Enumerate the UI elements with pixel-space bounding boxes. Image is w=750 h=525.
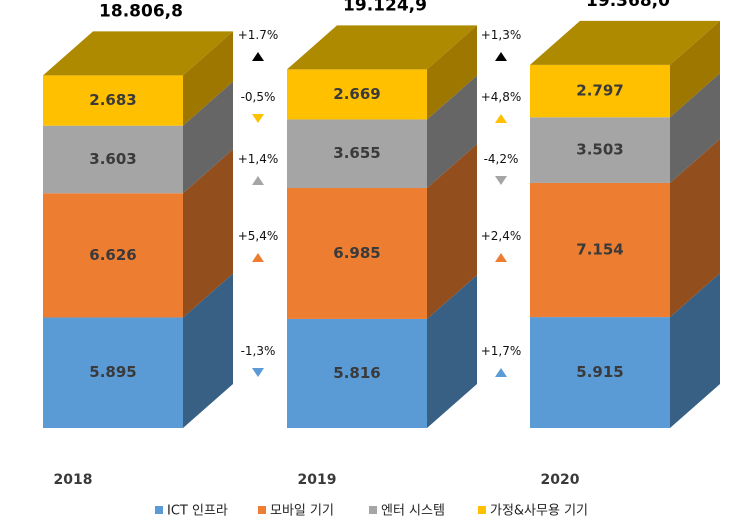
bar-2018-모바일-기기 [43, 193, 183, 318]
bar-top-face-2019 [287, 25, 477, 70]
value-label-2020-ict-인프라: 5.915 [576, 363, 623, 381]
total-label-2020: 19.368,0 [586, 0, 670, 11]
change-2-모바일-기기-up-triangle-icon [495, 253, 507, 262]
year-label-2019: 2019 [298, 472, 337, 488]
bar-2020-엔터-시스템 [530, 117, 670, 183]
bar-2018-ict-인프라-side [183, 273, 233, 428]
change-2-ict-인프라-up-triangle-icon [495, 368, 507, 377]
legend-label-ict-인프라: ICT 인프라 [167, 504, 228, 519]
bar-2020-ict-인프라 [530, 317, 670, 428]
year-label-2018: 2018 [54, 472, 93, 488]
bar-2020-ict-인프라-side [670, 273, 720, 428]
bar-2018-엔터-시스템 [43, 125, 183, 194]
change-1-모바일-기기-label: +5,4% [238, 229, 279, 243]
change-1-ict-인프라-label: -1,3% [241, 344, 276, 358]
value-label-2019-ict-인프라: 5.816 [333, 364, 380, 382]
change-2-모바일-기기-label: +2,4% [481, 229, 522, 243]
change-1-가정-사무용-기기-down-triangle-icon [252, 114, 264, 123]
change-1-엔터-시스템-up-triangle-icon [252, 176, 264, 185]
change-1-가정-사무용-기기-label: -0,5% [241, 90, 276, 104]
bar-2019-가정-사무용-기기 [287, 69, 427, 120]
legend-label-모바일-기기: 모바일 기기 [270, 504, 334, 519]
bar-2019-ict-인프라 [287, 318, 427, 428]
bar-2019-모바일-기기 [287, 187, 427, 319]
change-1-엔터-시스템-label: +1,4% [238, 152, 279, 166]
bar-2019-가정-사무용-기기-side [427, 25, 477, 120]
legend-swatch-ict-인프라 [155, 506, 163, 514]
legend-swatch-가정-사무용-기기 [478, 506, 486, 514]
total-change-1-up-triangle-icon [252, 52, 264, 61]
bar-2019-ict-인프라-side [427, 274, 477, 428]
total-change-2-up-triangle-icon [495, 52, 507, 61]
bar-2019-엔터-시스템 [287, 119, 427, 188]
value-label-2020-가정-사무용-기기: 2.797 [576, 82, 623, 100]
change-2-ict-인프라-label: +1,7% [481, 344, 522, 358]
value-label-2020-모바일-기기: 7.154 [576, 241, 623, 259]
bar-2020-모바일-기기-side [670, 138, 720, 318]
total-label-2019: 19.124,9 [343, 0, 427, 15]
change-2-가정-사무용-기기-up-triangle-icon [495, 114, 507, 123]
value-label-2020-엔터-시스템: 3.503 [576, 141, 623, 159]
value-label-2018-모바일-기기: 6.626 [89, 246, 136, 264]
value-label-2018-엔터-시스템: 3.603 [89, 150, 136, 168]
bar-2018-엔터-시스템-side [183, 81, 233, 194]
bar-2018-ict-인프라 [43, 317, 183, 428]
bar-2020-모바일-기기 [530, 182, 670, 318]
bar-2020-엔터-시스템-side [670, 73, 720, 183]
value-label-2019-모바일-기기: 6.985 [333, 244, 380, 262]
total-label-2018: 18.806,8 [99, 1, 183, 21]
change-1-ict-인프라-down-triangle-icon [252, 368, 264, 377]
bar-2018-모바일-기기-side [183, 149, 233, 318]
change-2-엔터-시스템-down-triangle-icon [495, 176, 507, 185]
bar-2020-가정-사무용-기기 [530, 64, 670, 118]
bar-2019-모바일-기기-side [427, 143, 477, 319]
legend-label-가정-사무용-기기: 가정&사무용 기기 [490, 504, 588, 519]
value-label-2018-가정-사무용-기기: 2.683 [89, 91, 136, 109]
bar-2018-가정-사무용-기기-side [183, 31, 233, 126]
value-label-2018-ict-인프라: 5.895 [89, 363, 136, 381]
legend-swatch-모바일-기기 [258, 506, 266, 514]
bar-2018-가정-사무용-기기 [43, 75, 183, 126]
legend-label-엔터-시스템: 엔터 시스템 [381, 504, 445, 519]
bar-2019-엔터-시스템-side [427, 75, 477, 188]
value-label-2019-엔터-시스템: 3.655 [333, 144, 380, 162]
bar-2020-가정-사무용-기기-side [670, 20, 720, 118]
bar-top-face-2018 [43, 31, 233, 76]
bar-top-face-2020 [530, 20, 720, 65]
change-2-엔터-시스템-label: -4,2% [484, 152, 519, 166]
total-change-1-label: +1.7% [238, 28, 279, 42]
total-change-2-label: +1,3% [481, 28, 522, 42]
value-label-2019-가정-사무용-기기: 2.669 [333, 85, 380, 103]
change-2-가정-사무용-기기-label: +4,8% [481, 90, 522, 104]
year-label-2020: 2020 [541, 472, 580, 488]
change-1-모바일-기기-up-triangle-icon [252, 253, 264, 262]
legend-swatch-엔터-시스템 [369, 506, 377, 514]
